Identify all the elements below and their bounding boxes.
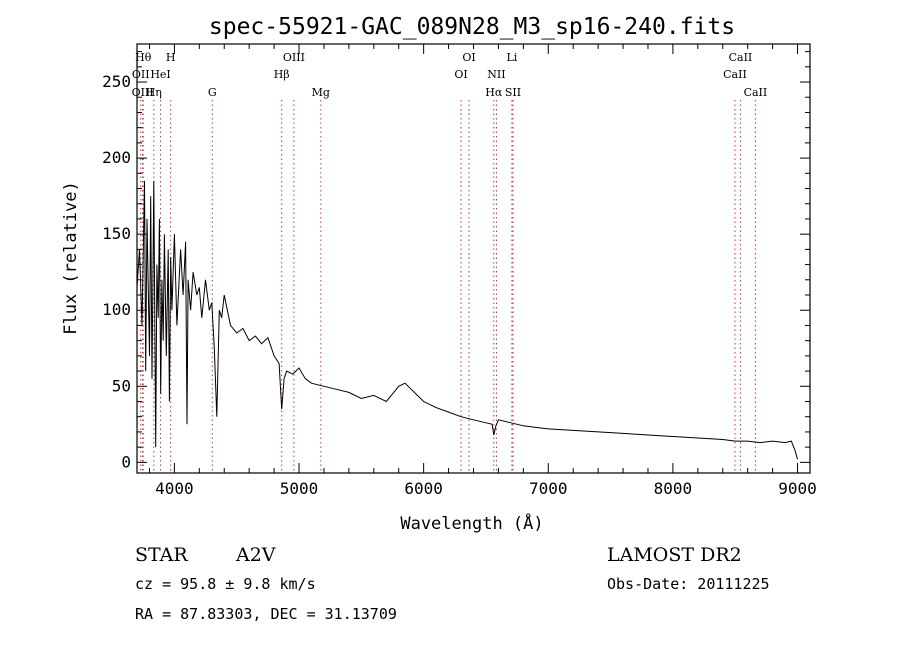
line-marker-label: SII xyxy=(505,86,521,99)
y-tick-label: 150 xyxy=(102,224,131,243)
line-marker-label: Hη xyxy=(146,86,162,99)
line-marker-label: HeI xyxy=(150,68,170,81)
y-tick-label: 250 xyxy=(102,72,131,91)
spectrum-line xyxy=(136,180,798,460)
x-tick-label: 4000 xyxy=(155,479,194,498)
line-marker-label: CaII xyxy=(744,86,768,99)
x-axis-ticks: 4000 5000 6000 7000 8000 9000 xyxy=(148,44,817,498)
line-marker-label: CaII xyxy=(729,51,753,64)
line-marker-label: OIII xyxy=(283,51,305,64)
y-tick-label: 50 xyxy=(112,376,131,395)
plot-frame xyxy=(136,43,811,474)
line-marker-label: CaII xyxy=(723,68,747,81)
ra-dec-coordinates: RA = 87.83303, DEC = 31.13709 xyxy=(135,605,397,623)
line-marker-label: OI xyxy=(462,51,475,64)
line-marker-label: Hθ xyxy=(135,51,152,64)
y-axis-label: Flux (relative) xyxy=(61,181,81,335)
object-subclass: A2V xyxy=(235,544,276,566)
x-tick-label: 5000 xyxy=(280,479,319,498)
y-tick-label: 100 xyxy=(102,300,131,319)
x-tick-label: 8000 xyxy=(654,479,693,498)
chart-title: spec-55921-GAC_089N28_M3_sp16-240.fits xyxy=(209,14,735,40)
observation-date: Obs-Date: 20111225 xyxy=(607,575,770,593)
line-marker-label: Mg xyxy=(312,86,330,99)
line-marker-label: OII xyxy=(132,68,150,81)
x-axis-label: Wavelength (Å) xyxy=(400,512,543,534)
line-marker-label: Li xyxy=(506,51,517,64)
object-class: STAR xyxy=(135,544,188,566)
x-tick-label: 7000 xyxy=(529,479,568,498)
x-tick-label: 9000 xyxy=(778,479,817,498)
line-marker-label: NII xyxy=(487,68,505,81)
line-marker-label: G xyxy=(208,86,217,99)
y-tick-label: 200 xyxy=(102,148,131,167)
y-tick-label: 0 xyxy=(121,452,131,471)
line-marker-label: H xyxy=(166,51,176,64)
redshift-cz: cz = 95.8 ± 9.8 km/s xyxy=(135,575,316,593)
marker-lines xyxy=(140,100,756,473)
line-marker-label: Hα xyxy=(485,86,503,99)
y-axis-ticks: 0 50 100 150 200 250 xyxy=(102,51,810,471)
line-marker-label: OI xyxy=(454,68,467,81)
x-tick-label: 6000 xyxy=(404,479,443,498)
line-marker-label: Hβ xyxy=(274,68,290,81)
survey-name: LAMOST DR2 xyxy=(607,544,742,566)
